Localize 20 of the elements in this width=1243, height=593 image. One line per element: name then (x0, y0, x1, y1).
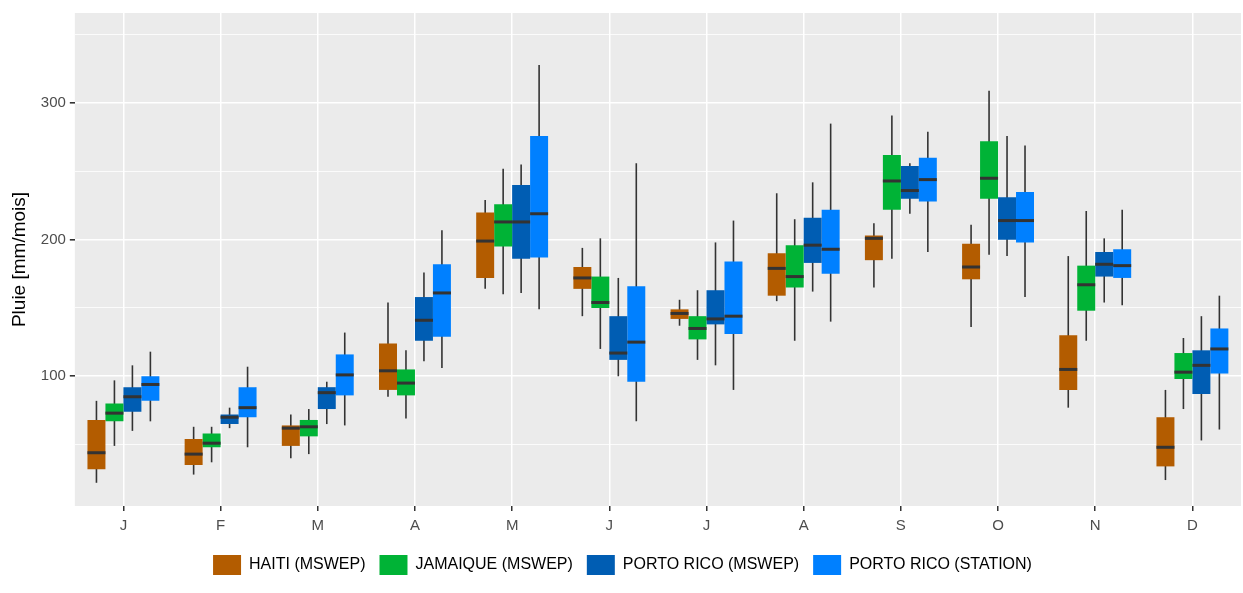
legend-label: JAMAIQUE (MSWEP) (415, 555, 573, 573)
legend-label: HAITI (MSWEP) (249, 555, 366, 573)
x-tick-label: M (505, 516, 519, 534)
x-tick-label: J (702, 516, 711, 534)
x-tick-label: M (311, 516, 325, 534)
x-tick-label: A (409, 516, 420, 534)
y-tick-label: 300 (40, 93, 66, 111)
x-tick-label: O (992, 516, 1004, 534)
x-tick-label: A (798, 516, 809, 534)
y-tick-label: 100 (40, 366, 66, 384)
x-tick-label: J (119, 516, 128, 534)
x-tick-label: J (605, 516, 614, 534)
x-tick-label: S (895, 516, 906, 534)
legend-label: PORTO RICO (STATION) (849, 555, 1032, 573)
y-axis-title: Pluie [mm/mois] (7, 191, 29, 328)
x-tick-label: F (216, 516, 226, 534)
x-tick-label: N (1089, 516, 1101, 534)
y-tick-label: 200 (40, 229, 66, 247)
legend-label: PORTO RICO (MSWEP) (622, 555, 800, 573)
x-tick-label: D (1186, 516, 1198, 534)
